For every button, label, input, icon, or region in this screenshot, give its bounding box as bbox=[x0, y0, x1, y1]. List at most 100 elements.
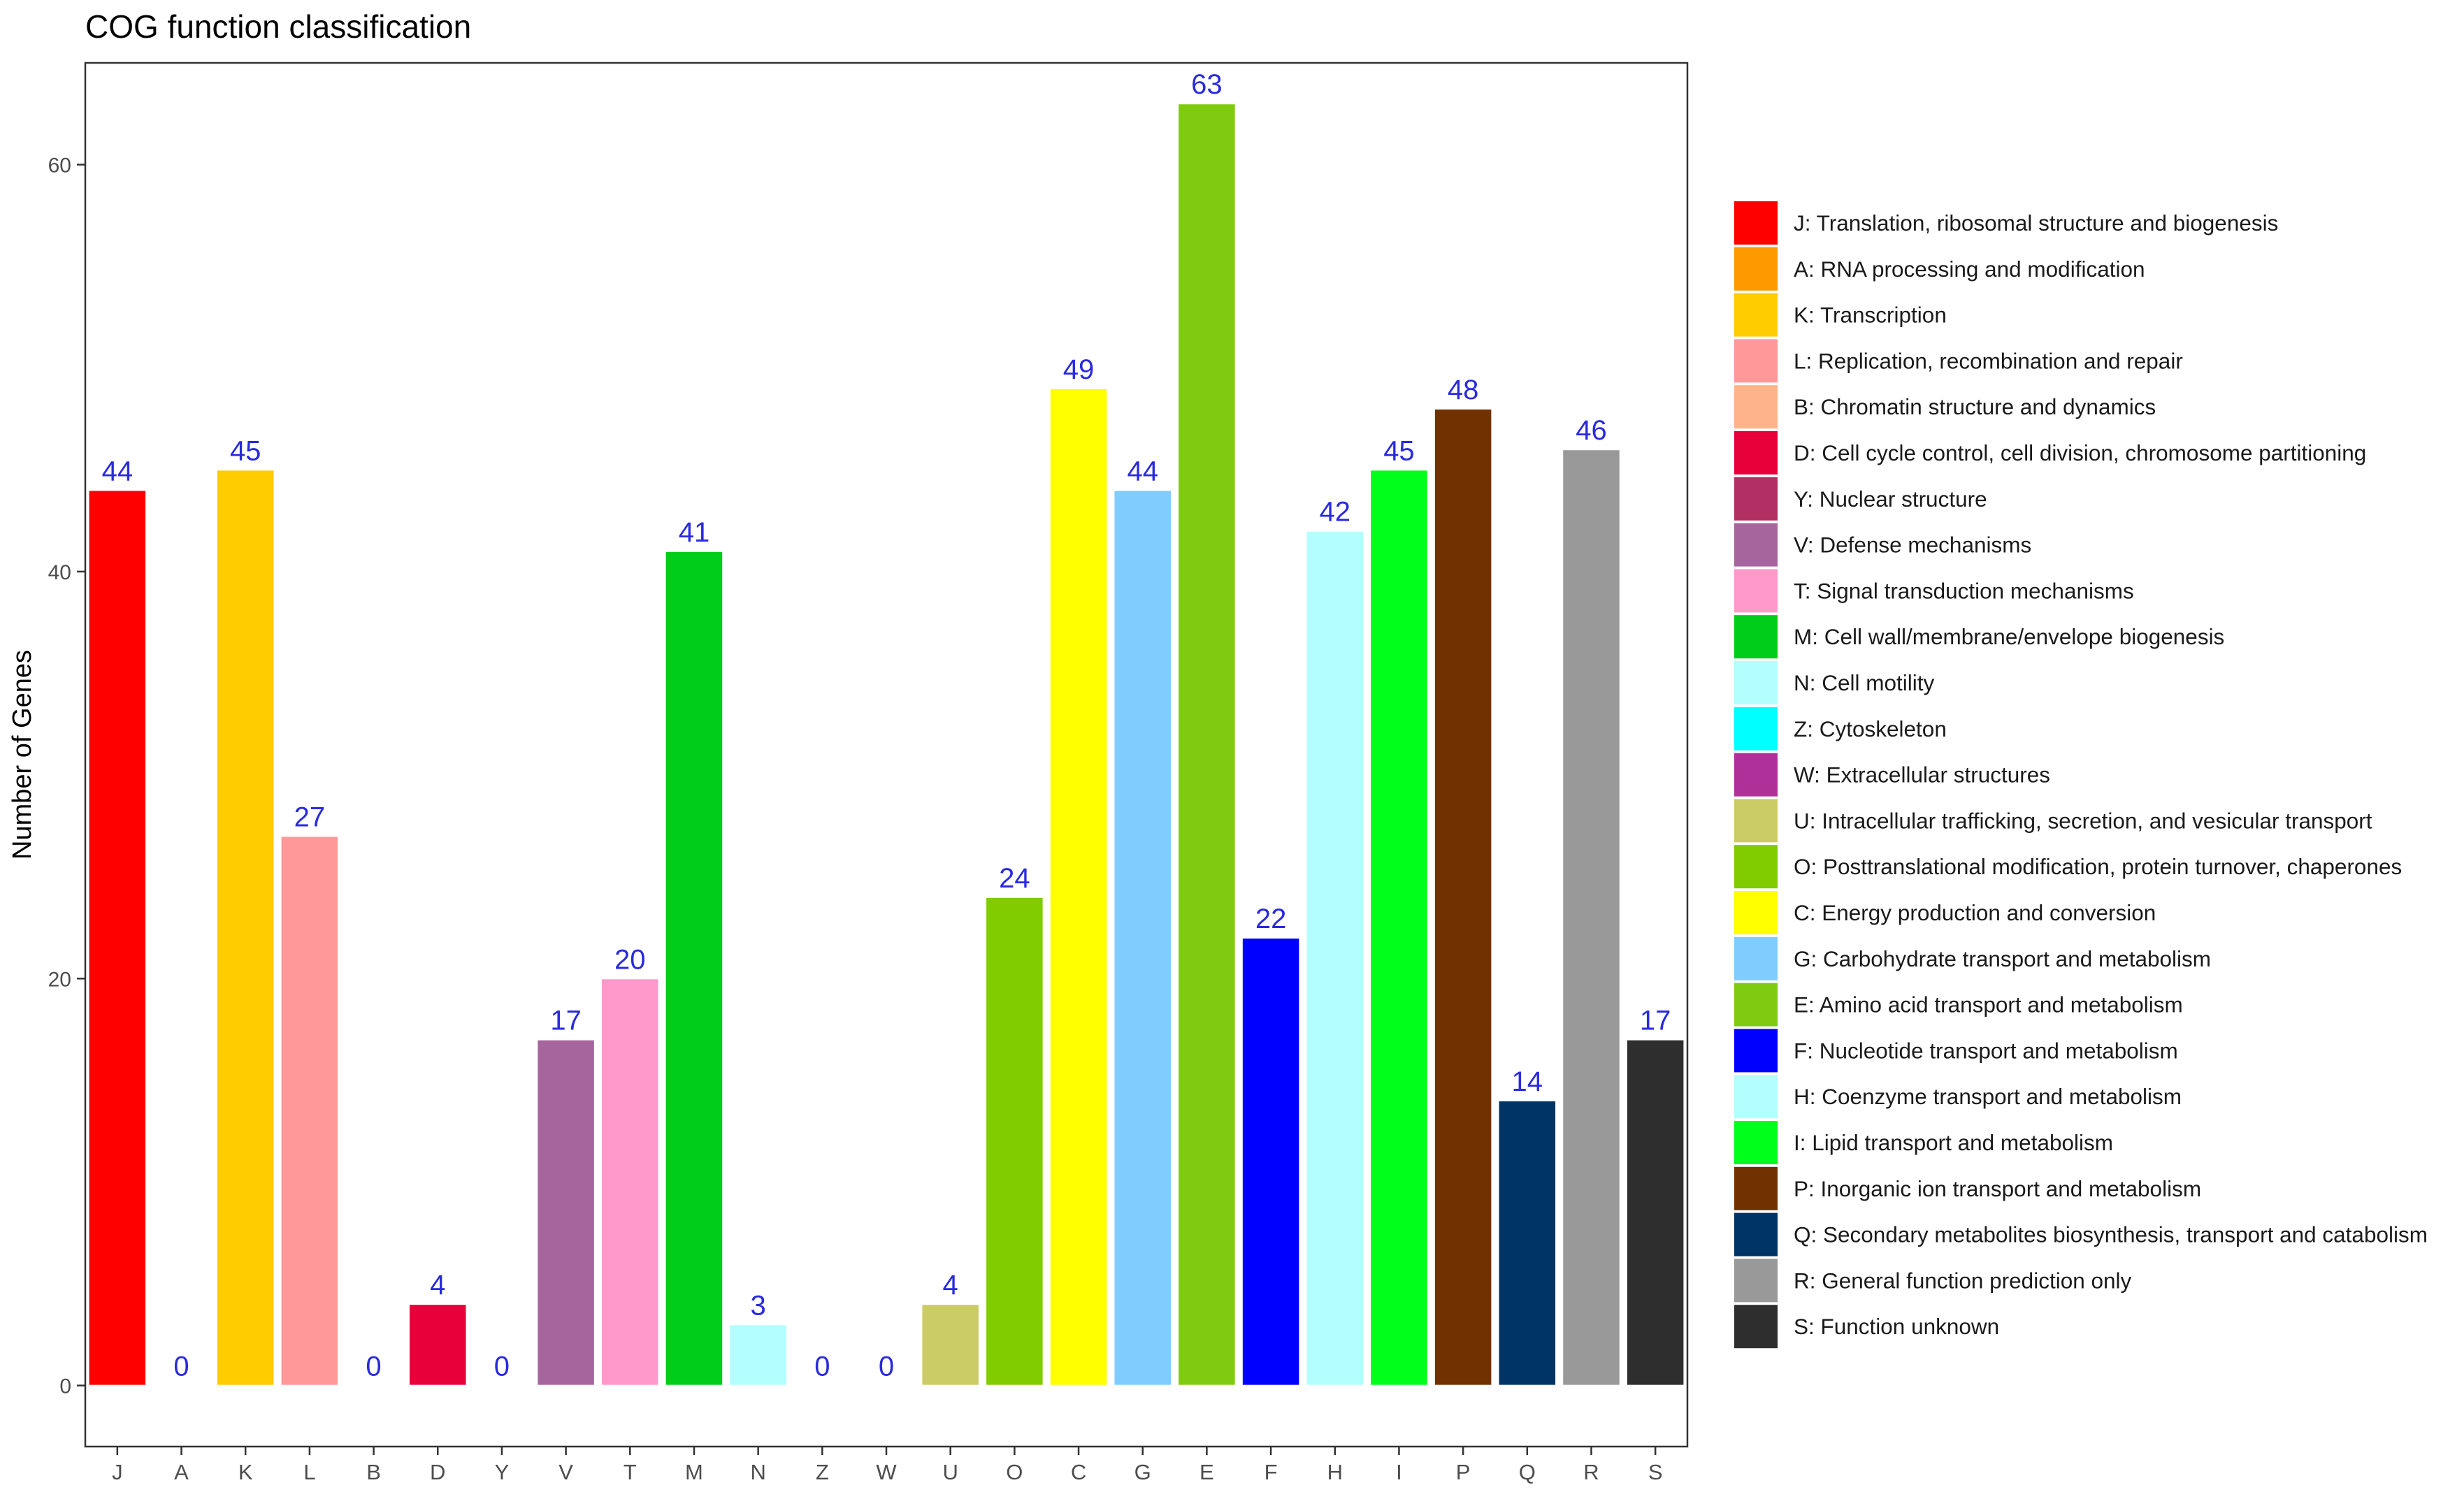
legend-key-N bbox=[1734, 661, 1778, 704]
legend-key-R bbox=[1734, 1259, 1778, 1303]
value-label-N: 3 bbox=[751, 1290, 766, 1321]
x-tick-label-T: T bbox=[624, 1460, 637, 1484]
value-label-K: 45 bbox=[230, 435, 261, 466]
legend-key-F bbox=[1734, 1029, 1778, 1073]
value-label-I: 45 bbox=[1383, 435, 1415, 466]
x-tick-label-U: U bbox=[942, 1460, 958, 1484]
value-label-L: 27 bbox=[294, 802, 326, 832]
value-label-Y: 0 bbox=[494, 1352, 510, 1382]
x-tick-label-G: G bbox=[1134, 1460, 1151, 1484]
bar-E bbox=[1177, 103, 1237, 1386]
x-tick-label-M: M bbox=[685, 1460, 703, 1484]
bar-value-labels: 44 0 45 27 0 4 0 17 20 41 3 0 0 4 24 49 44 63 22 42 45 48 14 46… bbox=[102, 69, 1671, 1382]
legend-label-P: P: Inorganic ion transport and metabolis… bbox=[1794, 1176, 2201, 1201]
legend-key-G bbox=[1734, 936, 1778, 980]
bar-F bbox=[1241, 937, 1301, 1386]
bar-K bbox=[215, 469, 275, 1386]
legend-key-K bbox=[1734, 293, 1778, 337]
value-label-U: 4 bbox=[943, 1270, 958, 1301]
x-tick-label-V: V bbox=[559, 1460, 573, 1484]
legend-label-B: B: Chromatin structure and dynamics bbox=[1794, 394, 2156, 419]
x-tick-label-J: J bbox=[112, 1460, 123, 1484]
x-tick-label-O: O bbox=[1006, 1460, 1023, 1484]
bar-R bbox=[1562, 449, 1621, 1386]
x-tick-label-K: K bbox=[238, 1460, 253, 1484]
legend-key-Q bbox=[1734, 1212, 1778, 1256]
x-tick-label-I: I bbox=[1396, 1460, 1402, 1484]
chart-title: COG function classification bbox=[85, 8, 471, 45]
legend-label-D: D: Cell cycle control, cell division, ch… bbox=[1794, 440, 2366, 465]
bar-O bbox=[985, 896, 1044, 1386]
legend-label-R: R: General function prediction only bbox=[1794, 1268, 2132, 1293]
x-tick-label-Z: Z bbox=[816, 1460, 829, 1484]
bar-U bbox=[921, 1303, 980, 1386]
bars bbox=[87, 103, 1685, 1386]
x-tick-label-D: D bbox=[430, 1460, 445, 1484]
bar-I bbox=[1369, 469, 1429, 1386]
legend-label-C: C: Energy production and conversion bbox=[1794, 900, 2156, 925]
legend-label-A: A: RNA processing and modification bbox=[1794, 256, 2145, 282]
value-label-C: 49 bbox=[1063, 354, 1095, 385]
x-tick-label-B: B bbox=[366, 1460, 381, 1484]
y-tick-label: 20 bbox=[48, 968, 71, 991]
legend-label-O: O: Posttranslational modification, prote… bbox=[1794, 854, 2402, 879]
value-label-H: 42 bbox=[1320, 497, 1351, 528]
x-tick-label-S: S bbox=[1648, 1460, 1663, 1484]
legend-label-V: V: Defense mechanisms bbox=[1794, 533, 2031, 558]
y-tick-label: 0 bbox=[59, 1375, 71, 1398]
legend-key-Y bbox=[1734, 477, 1778, 521]
legend-label-N: N: Cell motility bbox=[1794, 670, 1935, 695]
value-label-Z: 0 bbox=[814, 1352, 830, 1382]
legend-label-T: T: Signal transduction mechanisms bbox=[1794, 578, 2134, 603]
legend-key-S bbox=[1734, 1305, 1778, 1349]
y-tick-label: 60 bbox=[48, 154, 71, 178]
value-label-G: 44 bbox=[1127, 456, 1158, 486]
legend: J: Translation, ribosomal structure and … bbox=[1734, 201, 2428, 1349]
legend-label-L: L: Replication, recombination and repair bbox=[1794, 348, 2183, 373]
bar-N bbox=[728, 1324, 788, 1386]
legend-label-Z: Z: Cytoskeleton bbox=[1794, 716, 1947, 741]
legend-key-J bbox=[1734, 201, 1778, 245]
bar-D bbox=[408, 1303, 468, 1386]
bar-S bbox=[1625, 1038, 1685, 1386]
legend-key-O bbox=[1734, 845, 1778, 889]
x-tick-label-N: N bbox=[750, 1460, 765, 1484]
bar-T bbox=[600, 978, 660, 1386]
x-tick-label-A: A bbox=[174, 1460, 189, 1484]
legend-label-G: G: Carbohydrate transport and metabolism bbox=[1794, 946, 2211, 971]
legend-label-F: F: Nucleotide transport and metabolism bbox=[1794, 1038, 2178, 1063]
legend-label-J: J: Translation, ribosomal structure and … bbox=[1794, 210, 2278, 236]
legend-key-E bbox=[1734, 983, 1778, 1027]
x-tick-label-W: W bbox=[876, 1460, 897, 1484]
value-label-P: 48 bbox=[1448, 375, 1479, 405]
x-tick-label-Q: Q bbox=[1519, 1460, 1536, 1484]
value-label-S: 17 bbox=[1640, 1006, 1671, 1036]
y-axis-label: Number of Genes bbox=[8, 650, 37, 860]
legend-key-B bbox=[1734, 385, 1778, 429]
x-tick-label-E: E bbox=[1199, 1460, 1214, 1484]
x-tick-label-C: C bbox=[1071, 1460, 1086, 1484]
legend-key-C bbox=[1734, 891, 1778, 934]
value-label-Q: 14 bbox=[1512, 1066, 1543, 1097]
value-label-O: 24 bbox=[999, 863, 1030, 894]
legend-label-E: E: Amino acid transport and metabolism bbox=[1794, 992, 2183, 1017]
value-label-F: 22 bbox=[1255, 904, 1287, 934]
legend-label-Q: Q: Secondary metabolites biosynthesis, t… bbox=[1794, 1222, 2428, 1247]
legend-label-U: U: Intracellular trafficking, secretion,… bbox=[1794, 808, 2372, 833]
value-label-D: 4 bbox=[430, 1270, 445, 1301]
x-tick-label-P: P bbox=[1456, 1460, 1471, 1484]
bar-P bbox=[1433, 408, 1493, 1386]
legend-label-W: W: Extracellular structures bbox=[1794, 762, 2050, 788]
legend-key-A bbox=[1734, 247, 1778, 291]
legend-label-K: K: Transcription bbox=[1794, 303, 1947, 328]
legend-label-Y: Y: Nuclear structure bbox=[1794, 486, 1987, 512]
value-label-W: 0 bbox=[879, 1352, 894, 1382]
legend-key-D bbox=[1734, 431, 1778, 475]
legend-label-S: S: Function unknown bbox=[1794, 1314, 1999, 1339]
legend-key-L bbox=[1734, 339, 1778, 383]
legend-label-H: H: Coenzyme transport and metabolism bbox=[1794, 1084, 2182, 1109]
bar-J bbox=[87, 489, 147, 1386]
x-tick-label-R: R bbox=[1583, 1460, 1599, 1484]
